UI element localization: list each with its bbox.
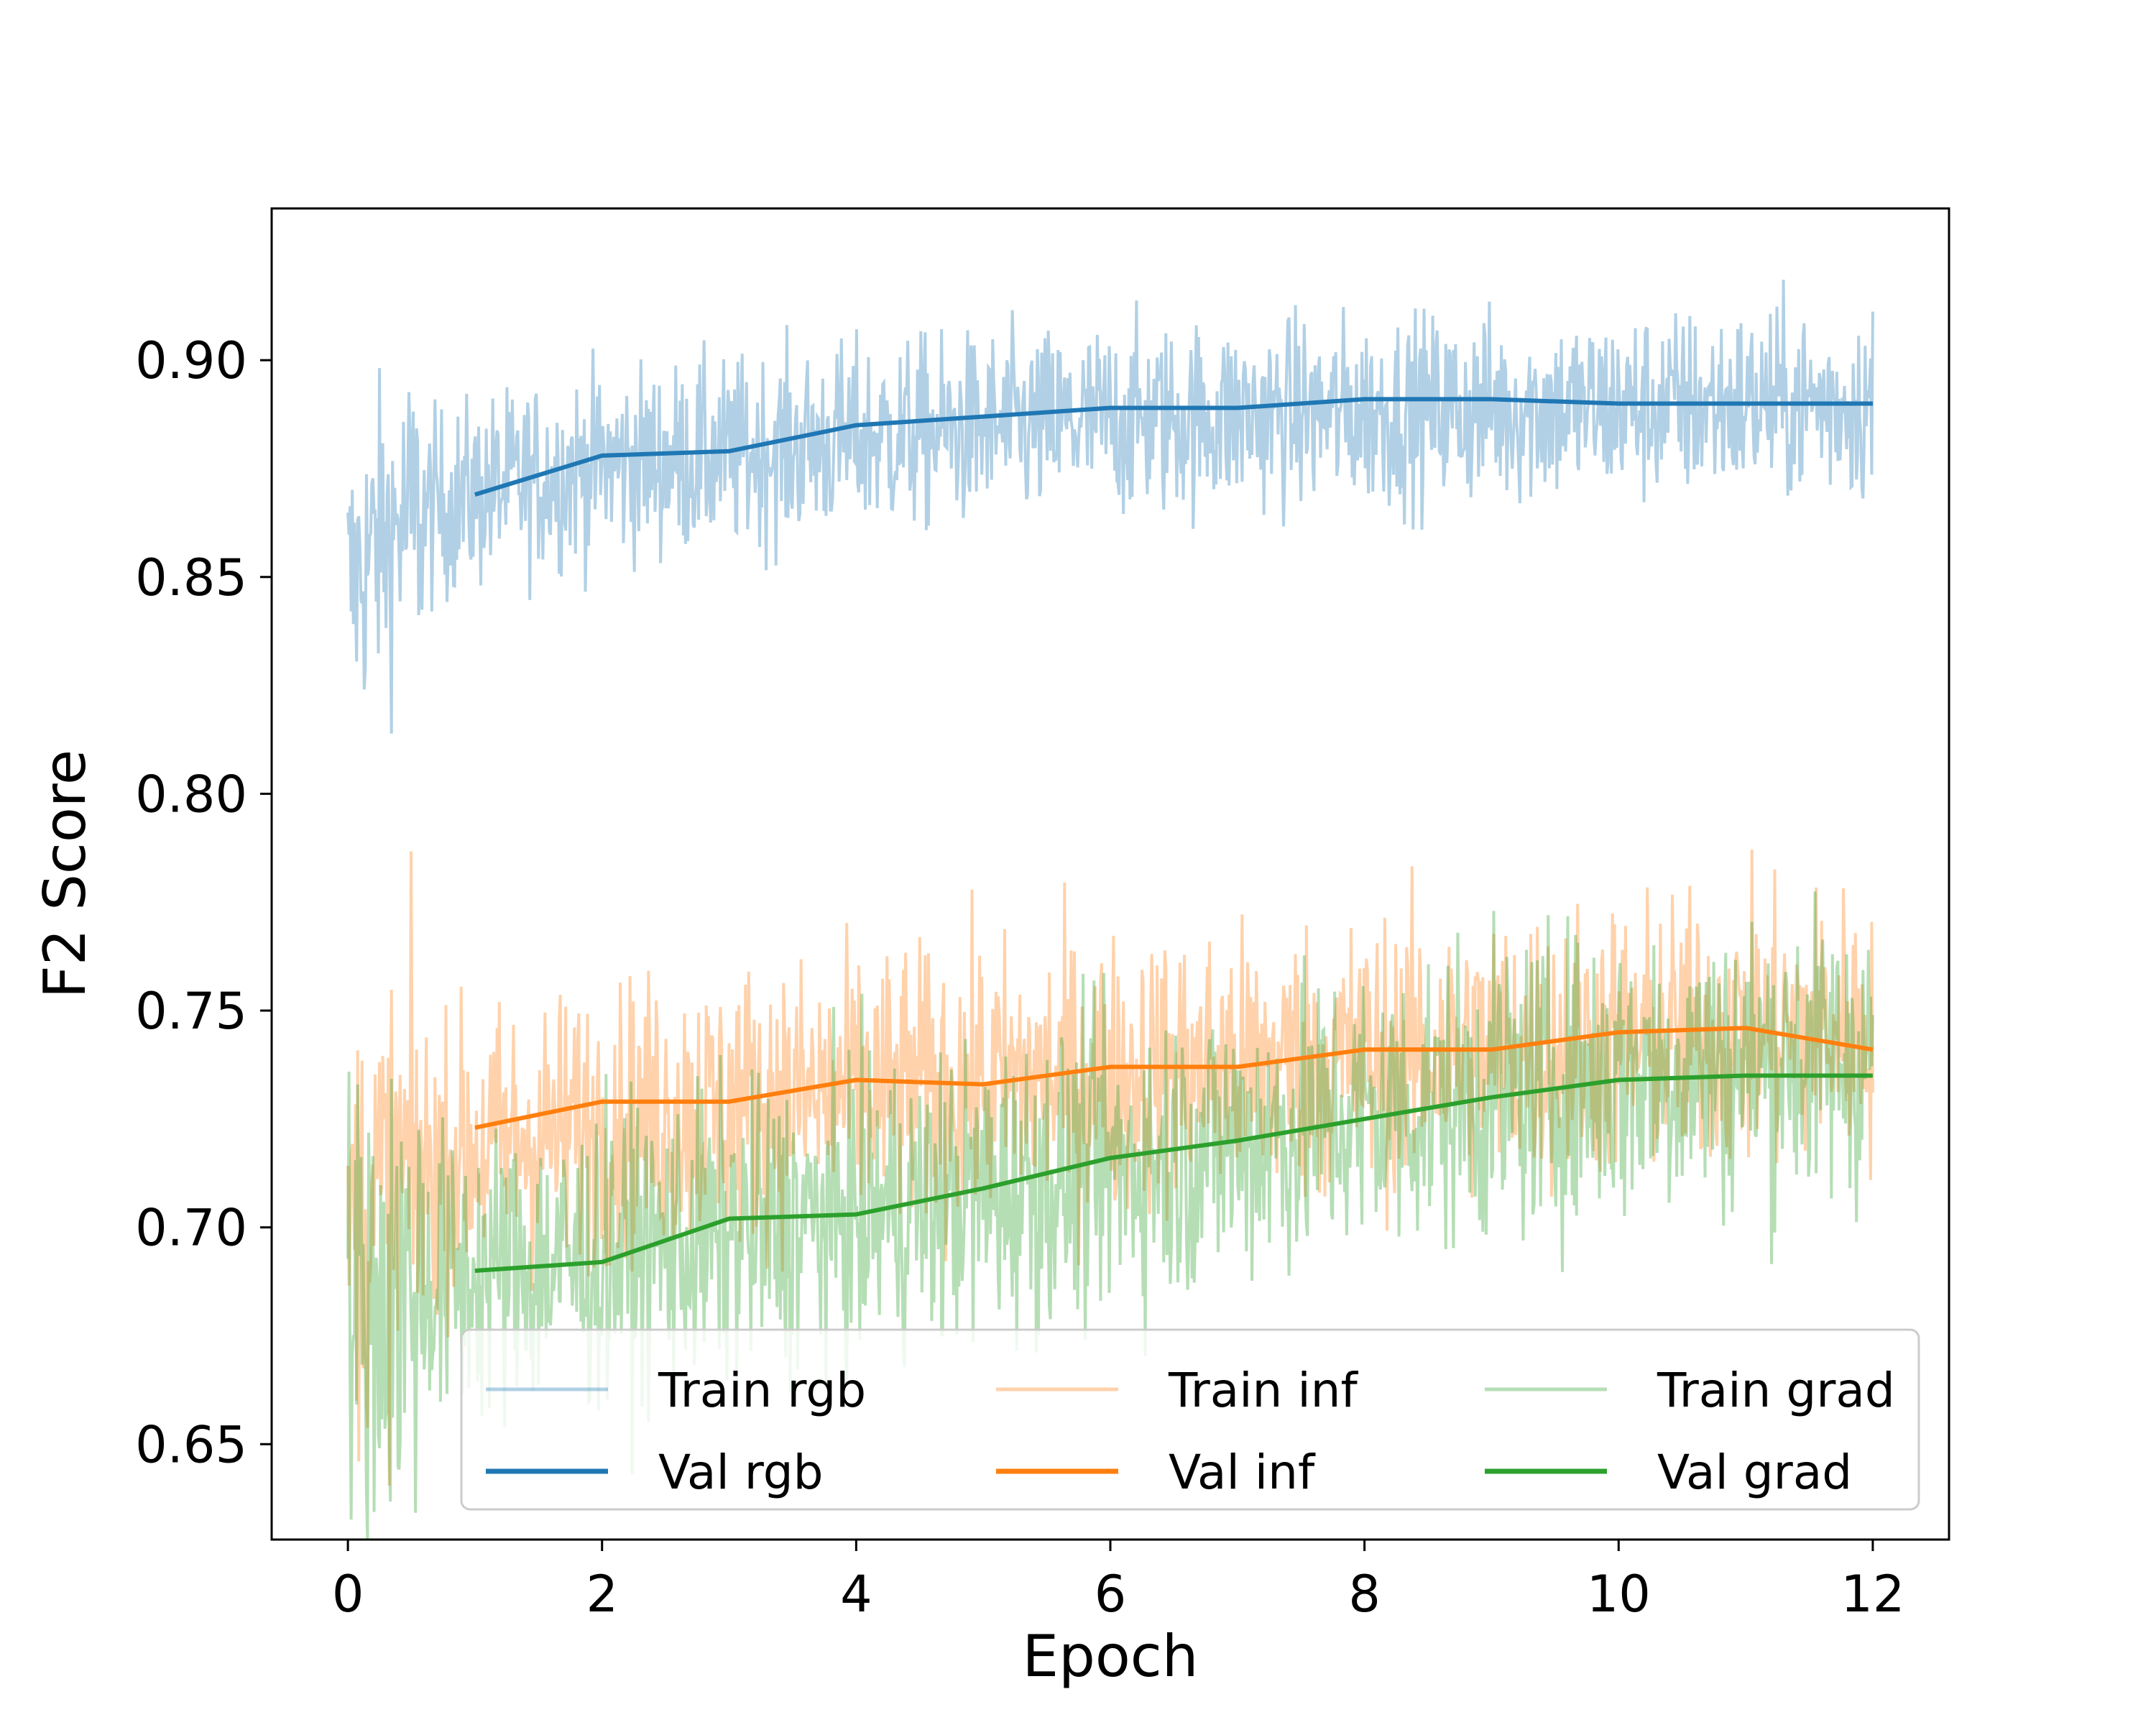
x-tick-label: 12 <box>1841 1565 1904 1624</box>
x-tick-label: 4 <box>840 1565 872 1624</box>
legend-label-train-inf: Train inf <box>1168 1363 1359 1418</box>
y-tick-label: 0.75 <box>135 982 247 1041</box>
legend-label-train-grad: Train grad <box>1657 1363 1895 1418</box>
legend-label-val-rgb: Val rgb <box>658 1445 824 1500</box>
x-tick-label: 10 <box>1587 1565 1651 1624</box>
train-series-group <box>346 280 1874 1540</box>
legend-box <box>460 1328 1920 1511</box>
legend-label-train-rgb: Train rgb <box>658 1363 866 1418</box>
legend-label-val-grad: Val grad <box>1657 1445 1852 1500</box>
series-line-val-rgb <box>474 397 1873 497</box>
x-tick-label: 6 <box>1095 1565 1127 1624</box>
y-tick-label: 0.85 <box>135 548 247 607</box>
series-line-train-grad <box>346 891 1874 1540</box>
x-axis-title: Epoch <box>1023 1623 1199 1690</box>
x-tick-label: 0 <box>332 1565 364 1624</box>
y-tick-label: 0.70 <box>135 1199 247 1258</box>
y-tick-label: 0.80 <box>135 765 247 824</box>
y-tick-label: 0.65 <box>135 1415 247 1474</box>
series-line-val-inf <box>474 1026 1874 1130</box>
series-line-train-rgb <box>346 280 1874 734</box>
val-series-group <box>474 397 1874 1273</box>
y-tick-label: 0.90 <box>135 331 247 390</box>
legend-label-val-inf: Val inf <box>1169 1445 1316 1500</box>
x-tick-label: 8 <box>1348 1565 1381 1624</box>
x-axis: 0 2 4 6 8 10 12 <box>332 1540 1904 1624</box>
series-line-train-inf <box>346 850 1874 1486</box>
legend: Train rgb Train inf Train grad Val rgb Val i… <box>460 1328 1920 1511</box>
y-axis-title: F2 Score <box>32 750 98 998</box>
series-line-val-grad <box>474 1073 1873 1273</box>
y-axis: 0.65 0.70 0.75 0.80 0.85 0.90 <box>135 331 272 1474</box>
x-tick-label: 2 <box>586 1565 618 1624</box>
